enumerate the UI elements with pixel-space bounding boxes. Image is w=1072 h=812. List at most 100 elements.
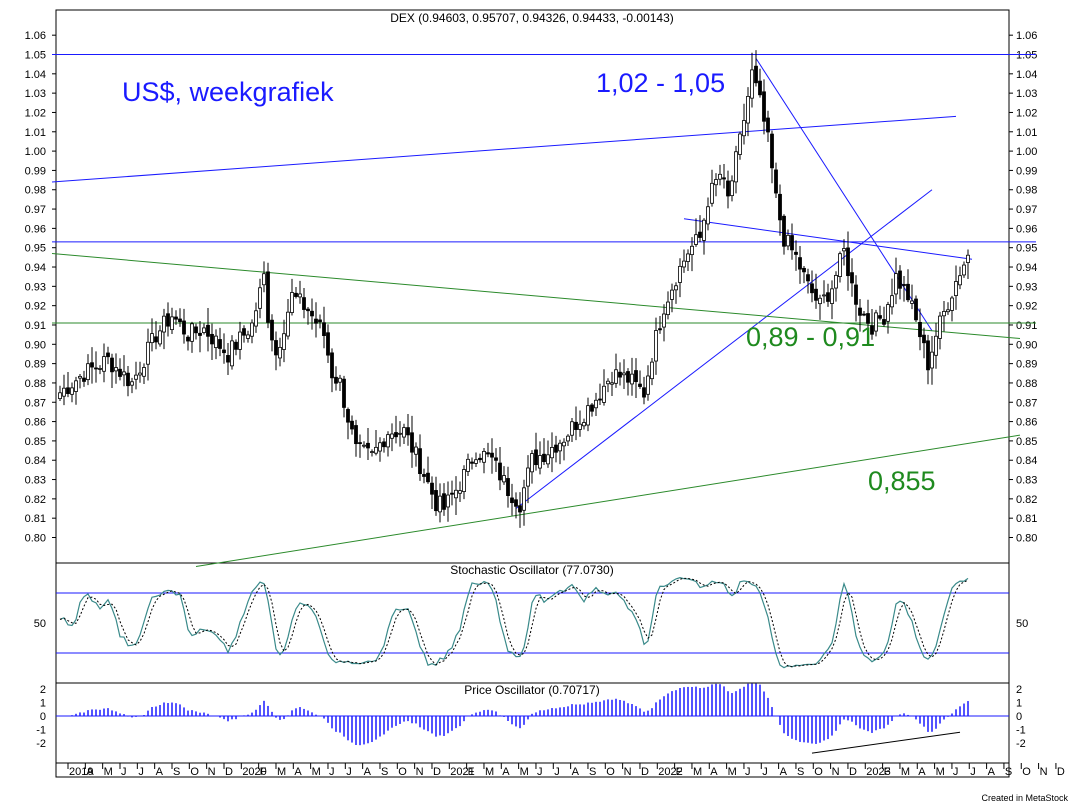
x-tick-label: A <box>572 766 580 778</box>
annotation-support-zone: 0,89 - 0,91 <box>746 322 875 352</box>
price-osc-tick-right: -1 <box>1016 725 1026 737</box>
y-tick-left: 0.99 <box>25 165 46 177</box>
candle-body <box>134 374 138 380</box>
candle-body <box>374 446 378 454</box>
candle-body <box>86 363 90 381</box>
candle-body <box>614 369 618 384</box>
y-tick-right: 1.04 <box>1016 69 1037 81</box>
candle-body <box>582 422 586 427</box>
candle-body <box>450 492 454 495</box>
x-tick-label: M <box>104 766 113 778</box>
candle-body <box>62 387 66 397</box>
candle-body <box>882 319 886 325</box>
candle-body <box>834 274 838 289</box>
candle-body <box>762 91 766 122</box>
candle-body <box>706 206 710 225</box>
candle-body <box>214 335 218 349</box>
candle-body <box>178 318 182 323</box>
candle-body <box>850 272 854 284</box>
y-tick-left: 0.97 <box>25 204 46 216</box>
candle-body <box>942 311 946 317</box>
x-tick-label: S <box>173 766 180 778</box>
y-tick-right: 0.85 <box>1016 436 1037 448</box>
price-osc-tick-left: -2 <box>36 738 46 750</box>
candle-body <box>442 493 446 510</box>
x-tick-label: A <box>364 766 372 778</box>
y-tick-right: 0.93 <box>1016 281 1037 293</box>
candle-body <box>138 372 142 376</box>
candle-body <box>934 335 938 356</box>
candle-body <box>798 257 802 270</box>
x-tick-label: S <box>797 766 804 778</box>
candle-body <box>418 448 422 475</box>
x-tick-label: J <box>121 766 127 778</box>
candle-body <box>350 420 354 430</box>
candle-body <box>894 273 898 295</box>
candle-body <box>926 340 930 371</box>
candle-body <box>846 247 850 277</box>
candle-body <box>870 325 874 335</box>
candle-body <box>78 375 82 379</box>
candle-body <box>190 323 194 342</box>
annotation-low-target: 0,855 <box>868 466 936 496</box>
candle-body <box>818 297 822 305</box>
candle-body <box>930 351 934 369</box>
x-tick-label: A <box>86 766 94 778</box>
candle-body <box>746 96 750 124</box>
price-osc-divergence-line <box>811 731 961 754</box>
x-tick-label: F <box>884 766 891 778</box>
x-tick-label: S <box>381 766 388 778</box>
candle-body <box>142 367 146 377</box>
x-tick-label: M <box>312 766 321 778</box>
candle-body <box>766 117 770 133</box>
candle-body <box>414 446 418 455</box>
y-tick-right: 0.81 <box>1016 513 1037 525</box>
candle-body <box>698 231 702 238</box>
candle-body <box>958 275 962 286</box>
y-tick-right: 0.96 <box>1016 223 1037 235</box>
y-tick-left: 0.89 <box>25 359 46 371</box>
candle-body <box>182 320 186 335</box>
x-tick-label: M <box>485 766 494 778</box>
x-tick-label: F <box>468 766 475 778</box>
candle-body <box>750 69 754 99</box>
candle-body <box>482 450 486 463</box>
y-tick-right: 0.83 <box>1016 475 1037 487</box>
candle-body <box>534 449 538 466</box>
candle-body <box>814 288 818 301</box>
candle-body <box>166 313 170 327</box>
candle-body <box>126 372 130 387</box>
candle-body <box>494 457 498 461</box>
candle-body <box>754 65 758 84</box>
candle-body <box>914 298 918 321</box>
candle-body <box>702 219 706 241</box>
candle-body <box>434 490 438 512</box>
candle-body <box>94 367 98 370</box>
candle-body <box>758 80 762 96</box>
candle-body <box>526 467 530 487</box>
y-tick-left: 0.93 <box>25 281 46 293</box>
candle-body <box>202 327 206 333</box>
candle-body <box>626 371 630 383</box>
candle-body <box>634 370 638 383</box>
candle-body <box>838 253 842 277</box>
candle-body <box>326 332 330 356</box>
candle-body <box>898 270 902 289</box>
candle-body <box>686 253 690 262</box>
candle-body <box>546 454 550 465</box>
candle-body <box>854 284 858 305</box>
candle-body <box>478 457 482 461</box>
candle-body <box>938 315 942 339</box>
x-tick-label: D <box>1057 766 1065 778</box>
y-tick-left: 1.02 <box>25 107 46 119</box>
candle-body <box>130 381 134 386</box>
candle-body <box>630 373 634 385</box>
candle-body <box>146 341 150 365</box>
candle-body <box>602 385 606 403</box>
x-tick-label: S <box>1005 766 1012 778</box>
candle-body <box>778 193 782 221</box>
candle-body <box>530 453 534 473</box>
candle-body <box>638 383 642 387</box>
candle-body <box>358 442 362 445</box>
candle-body <box>862 313 866 316</box>
